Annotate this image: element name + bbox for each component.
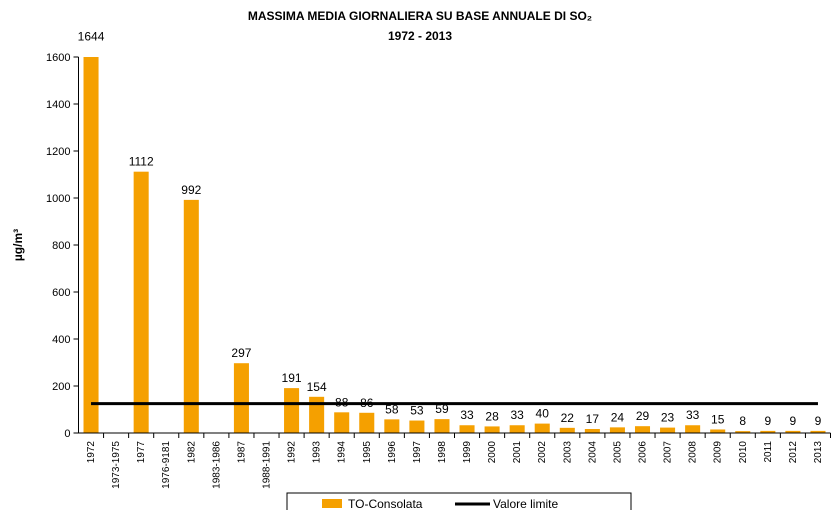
y-tick-label: 1200 — [46, 146, 70, 158]
value-label: 191 — [282, 371, 302, 385]
x-tick-label: 1998 — [437, 441, 448, 464]
value-label: 33 — [686, 408, 700, 422]
x-tick-label: 2009 — [713, 441, 724, 464]
value-label: 29 — [636, 409, 650, 423]
value-label: 1644 — [78, 30, 105, 44]
bar — [484, 426, 500, 433]
bar — [83, 57, 99, 433]
value-label: 154 — [307, 380, 327, 394]
x-tick-label: 2005 — [612, 441, 623, 464]
x-tick-label: 2012 — [788, 441, 799, 464]
x-tick-label: 1976-9181 — [161, 441, 172, 489]
x-tick-label: 1977 — [136, 441, 147, 464]
y-tick-label: 1400 — [46, 99, 70, 111]
x-tick-label: 1982 — [186, 441, 197, 464]
legend-box — [286, 492, 632, 510]
bar — [735, 431, 751, 433]
x-tick-label: 1993 — [312, 441, 323, 464]
bar — [359, 412, 375, 433]
value-label: 23 — [661, 411, 675, 425]
bar — [609, 427, 625, 433]
value-label: 15 — [711, 412, 725, 426]
x-tick-label: 2001 — [512, 441, 523, 464]
x-tick-label: 1983-1986 — [211, 441, 222, 489]
value-label: 9 — [815, 414, 822, 428]
x-tick-label: 2006 — [638, 441, 649, 464]
bar — [634, 426, 651, 433]
value-label: 24 — [611, 410, 625, 424]
value-label: 297 — [231, 346, 251, 360]
value-label: 33 — [460, 408, 474, 422]
y-tick-label: 1000 — [46, 193, 70, 205]
bar — [409, 420, 425, 433]
x-tick-label: 1997 — [412, 441, 423, 464]
value-label: 992 — [181, 183, 201, 197]
x-tick-label: 1973-1975 — [111, 441, 122, 489]
x-tick-label: 2013 — [813, 441, 824, 464]
bar — [584, 429, 600, 433]
x-tick-label: 2003 — [562, 441, 573, 464]
chart-title: MASSIMA MEDIA GIORNALIERA SU BASE ANNUAL… — [248, 9, 592, 23]
y-tick-label: 1600 — [46, 52, 70, 64]
value-label: 40 — [536, 407, 550, 421]
x-tick-label: 1994 — [337, 441, 348, 464]
x-tick-label: 2008 — [688, 441, 699, 464]
x-tick-label: 1996 — [387, 441, 398, 464]
legend-label: TO-Consolata — [348, 497, 423, 510]
bar — [559, 427, 575, 433]
bar — [660, 427, 676, 433]
y-tick-label: 200 — [52, 381, 70, 393]
bar — [309, 396, 325, 433]
x-tick-label: 1987 — [236, 441, 247, 464]
x-tick-label: 2002 — [537, 441, 548, 464]
bar — [509, 425, 525, 433]
x-tick-label: 1995 — [362, 441, 373, 464]
value-label: 58 — [385, 402, 399, 416]
value-label: 53 — [410, 404, 424, 418]
x-tick-label: 2011 — [763, 441, 774, 463]
bar — [459, 425, 475, 433]
value-label: 8 — [739, 414, 746, 428]
legend-label: Valore limite — [493, 497, 558, 510]
x-tick-label: 1992 — [287, 441, 298, 464]
bar — [133, 171, 149, 433]
x-tick-label: 1988-1991 — [262, 441, 273, 489]
bar — [183, 199, 199, 433]
bar — [434, 419, 450, 433]
x-tick-label: 2000 — [487, 441, 498, 464]
x-tick-label: 1972 — [86, 441, 97, 464]
value-label: 22 — [561, 411, 575, 425]
bar — [284, 388, 300, 433]
y-axis-label: µg/m³ — [11, 229, 25, 261]
bar — [334, 412, 350, 433]
y-tick-label: 400 — [52, 334, 70, 346]
y-tick-label: 600 — [52, 287, 70, 299]
plot-area — [83, 57, 826, 433]
bar — [760, 430, 776, 433]
bar — [233, 363, 249, 433]
value-label: 17 — [586, 412, 600, 426]
bar — [384, 419, 400, 433]
x-tick-label: 1999 — [462, 441, 473, 464]
y-tick-label: 0 — [64, 428, 70, 440]
value-label: 28 — [485, 409, 499, 423]
bar — [785, 430, 801, 433]
chart-subtitle: 1972 - 2013 — [388, 29, 452, 43]
value-label: 9 — [790, 414, 797, 428]
value-label: 59 — [435, 402, 449, 416]
bar — [710, 429, 726, 433]
bar — [685, 425, 701, 433]
legend-swatch — [322, 499, 342, 508]
y-tick-label: 800 — [52, 240, 70, 252]
x-tick-label: 2007 — [663, 441, 674, 464]
value-label: 33 — [510, 408, 524, 422]
bar — [810, 430, 826, 433]
x-tick-label: 2010 — [738, 441, 749, 464]
x-tick-label: 2004 — [587, 441, 598, 464]
value-label: 1112 — [129, 155, 154, 169]
value-label: 9 — [764, 414, 771, 428]
bar — [534, 423, 550, 433]
